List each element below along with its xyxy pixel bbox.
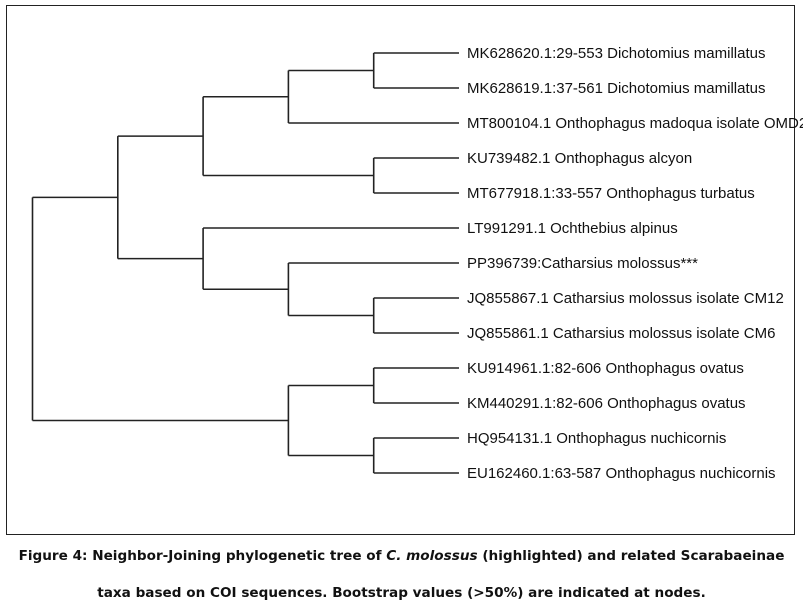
taxon-label: KU739482.1 Onthophagus alcyon: [467, 150, 692, 167]
taxon-label: PP396739:Catharsius molossus***: [467, 255, 698, 272]
taxon-label: KM440291.1:82-606 Onthophagus ovatus: [467, 395, 746, 412]
taxon-label: MT677918.1:33-557 Onthophagus turbatus: [467, 185, 755, 202]
taxon-label: EU162460.1:63-587 Onthophagus nuchicorni…: [467, 465, 776, 482]
taxon-label: JQ855861.1 Catharsius molossus isolate C…: [467, 325, 775, 342]
taxon-label: MK628620.1:29-553 Dichotomius mamillatus: [467, 45, 765, 62]
caption-middle: (highlighted) and related Scarabaeinae: [477, 548, 785, 564]
taxon-label: JQ855867.1 Catharsius molossus isolate C…: [467, 290, 784, 307]
caption-line-2: taxa based on COI sequences. Bootstrap v…: [97, 585, 706, 601]
tree-frame: [6, 5, 795, 535]
caption-prefix: Figure 4: Neighbor-Joining phylogenetic …: [18, 548, 387, 564]
caption-line-1: Figure 4: Neighbor-Joining phylogenetic …: [0, 548, 803, 564]
taxon-label: LT991291.1 Ochthebius alpinus: [467, 220, 678, 237]
phylogenetic-tree: MK628620.1:29-553 Dichotomius mamillatus…: [31, 45, 803, 482]
taxon-label: MT800104.1 Onthophagus madoqua isolate O…: [467, 115, 803, 132]
taxon-label: HQ954131.1 Onthophagus nuchicornis: [467, 430, 726, 447]
taxon-label: MK628619.1:37-561 Dichotomius mamillatus: [467, 80, 765, 97]
taxon-label: KU914961.1:82-606 Onthophagus ovatus: [467, 360, 744, 377]
caption-species: C. molossus: [386, 548, 478, 564]
